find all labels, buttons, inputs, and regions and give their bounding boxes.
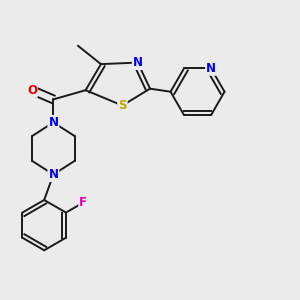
Text: O: O bbox=[27, 84, 37, 97]
Text: S: S bbox=[118, 99, 127, 112]
Text: N: N bbox=[206, 62, 216, 75]
Text: N: N bbox=[48, 168, 59, 181]
Text: N: N bbox=[133, 56, 143, 69]
Text: N: N bbox=[48, 116, 59, 129]
Text: F: F bbox=[79, 196, 87, 209]
